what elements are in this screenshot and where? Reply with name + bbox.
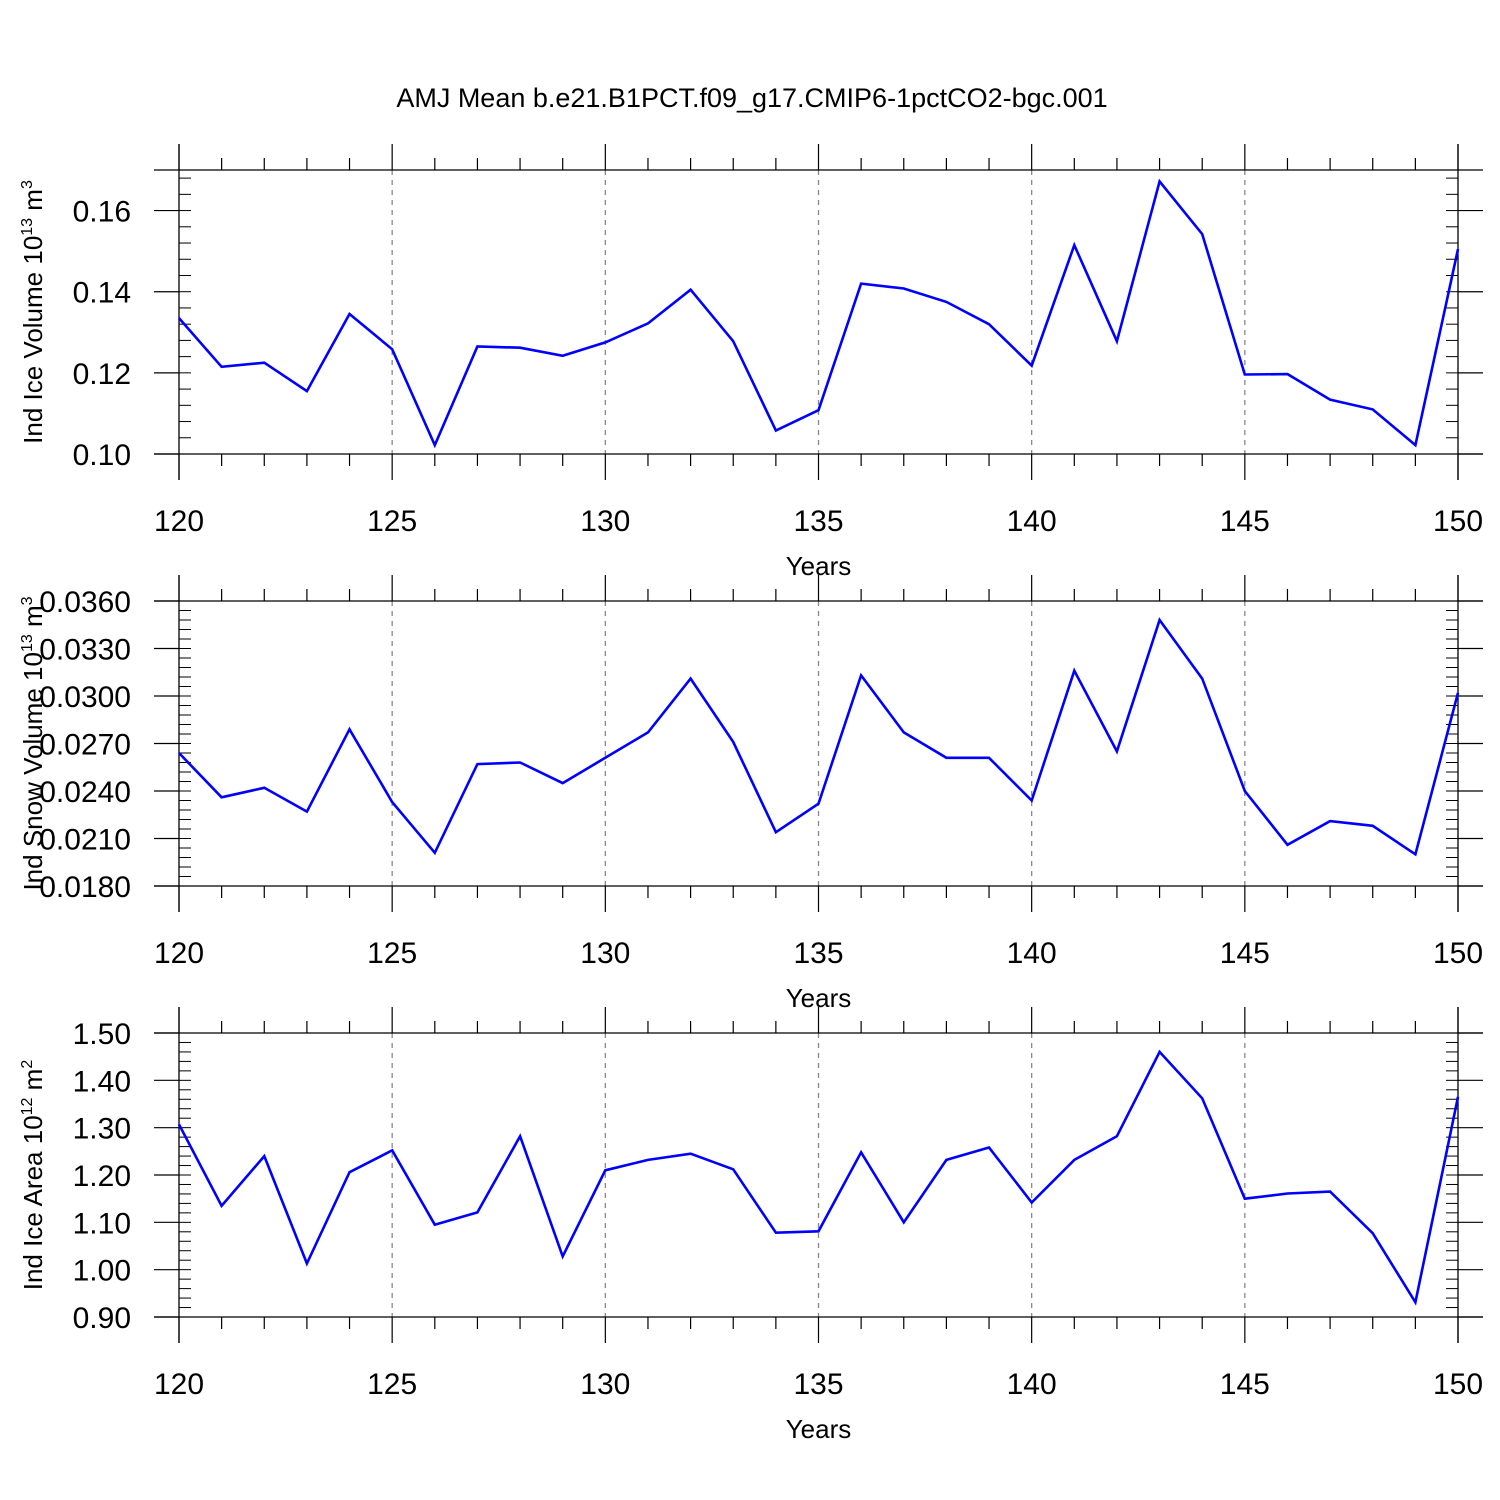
y-axis-label-text: m <box>18 605 48 634</box>
x-tick-label: 120 <box>154 1368 204 1401</box>
y-tick-label: 0.0360 <box>39 586 131 619</box>
x-tick-label: 130 <box>580 937 630 970</box>
series-line <box>177 1049 1460 1306</box>
y-tick-label: 0.0270 <box>39 729 131 762</box>
x-tick-label: 125 <box>367 937 417 970</box>
x-tick-label: 140 <box>1007 505 1057 538</box>
y-tick-label: 0.0330 <box>39 634 131 667</box>
x-tick-label: 120 <box>154 505 204 538</box>
x-axis-label: Years <box>786 1414 852 1444</box>
y-tick-label: 0.12 <box>73 358 131 391</box>
x-tick-label: 145 <box>1220 937 1270 970</box>
x-tick-label: 140 <box>1007 937 1057 970</box>
y-axis-label-text: Ind Ice Volume 10 <box>18 236 48 444</box>
y-tick-label: 0.10 <box>73 439 131 472</box>
x-tick-label: 130 <box>580 1368 630 1401</box>
y-tick-label: 0.90 <box>73 1302 131 1335</box>
chart-title: AMJ Mean b.e21.B1PCT.f09_g17.CMIP6-1pctC… <box>396 83 1107 113</box>
y-tick-label: 0.0300 <box>39 681 131 714</box>
panels: 120 125 130 135 140 145 150 0.10 0.12 0.14 0.16 Yea… <box>18 144 1483 1444</box>
x-tick-label: 125 <box>367 505 417 538</box>
x-tick-label: 135 <box>793 505 843 538</box>
y-tick-label: 0.16 <box>73 196 131 229</box>
y-tick-label: 1.00 <box>73 1255 131 1288</box>
y-axis-label-superscript: 3 <box>19 180 36 189</box>
x-tick-label: 135 <box>793 1368 843 1401</box>
x-tick-label: 140 <box>1007 1368 1057 1401</box>
y-tick-label: 1.30 <box>73 1113 131 1146</box>
x-tick-label: 125 <box>367 1368 417 1401</box>
y-axis-label-superscript: 13 <box>19 634 36 652</box>
x-tick-label: 150 <box>1433 505 1483 538</box>
y-axis-label-text: m <box>18 189 48 218</box>
panel-2: 120 125 130 135 140 145 150 0.0180 0.0210 0.0240 0… <box>18 575 1483 1013</box>
x-tick-label: 145 <box>1220 1368 1270 1401</box>
y-tick-label: 1.20 <box>73 1160 131 1193</box>
x-tick-label: 150 <box>1433 1368 1483 1401</box>
x-tick-label: 120 <box>154 937 204 970</box>
y-axis-label-text: m <box>18 1069 48 1098</box>
y-axis-label-superscript: 3 <box>19 596 36 605</box>
y-axis-label-text: Ind Snow Volume 10 <box>18 652 48 891</box>
y-tick-label: 0.14 <box>73 277 131 310</box>
x-tick-label: 135 <box>793 937 843 970</box>
y-axis-label: Ind Snow Volume 1013 m3 <box>18 596 48 890</box>
y-axis-label: Ind Ice Area 1012 m2 <box>18 1060 48 1291</box>
y-tick-label: 0.0240 <box>39 776 131 809</box>
y-axis-label-superscript: 13 <box>19 218 36 236</box>
y-axis-label-superscript: 2 <box>19 1060 36 1069</box>
y-tick-label: 1.50 <box>73 1018 131 1051</box>
y-tick-label: 0.0210 <box>39 824 131 857</box>
panel-3: 120 125 130 135 140 145 150 0.90 1.00 1.10 1.20 1.3… <box>18 1007 1483 1444</box>
panel-1: 120 125 130 135 140 145 1500.100.120.140.16Yea… <box>18 144 1483 581</box>
series-line <box>178 617 1460 857</box>
y-axis-label: Ind Ice Volume 1013 m3 <box>18 180 48 444</box>
x-tick-label: 150 <box>1433 937 1483 970</box>
y-tick-label: 0.0180 <box>39 871 131 904</box>
y-tick-label: 1.40 <box>73 1065 131 1098</box>
y-tick-label: 1.10 <box>73 1207 131 1240</box>
y-axis-label-text: Ind Ice Area 10 <box>18 1115 48 1290</box>
x-tick-label: 145 <box>1220 505 1270 538</box>
series-line <box>178 178 1460 449</box>
x-tick-label: 130 <box>580 505 630 538</box>
y-axis-label-superscript: 12 <box>19 1097 36 1115</box>
